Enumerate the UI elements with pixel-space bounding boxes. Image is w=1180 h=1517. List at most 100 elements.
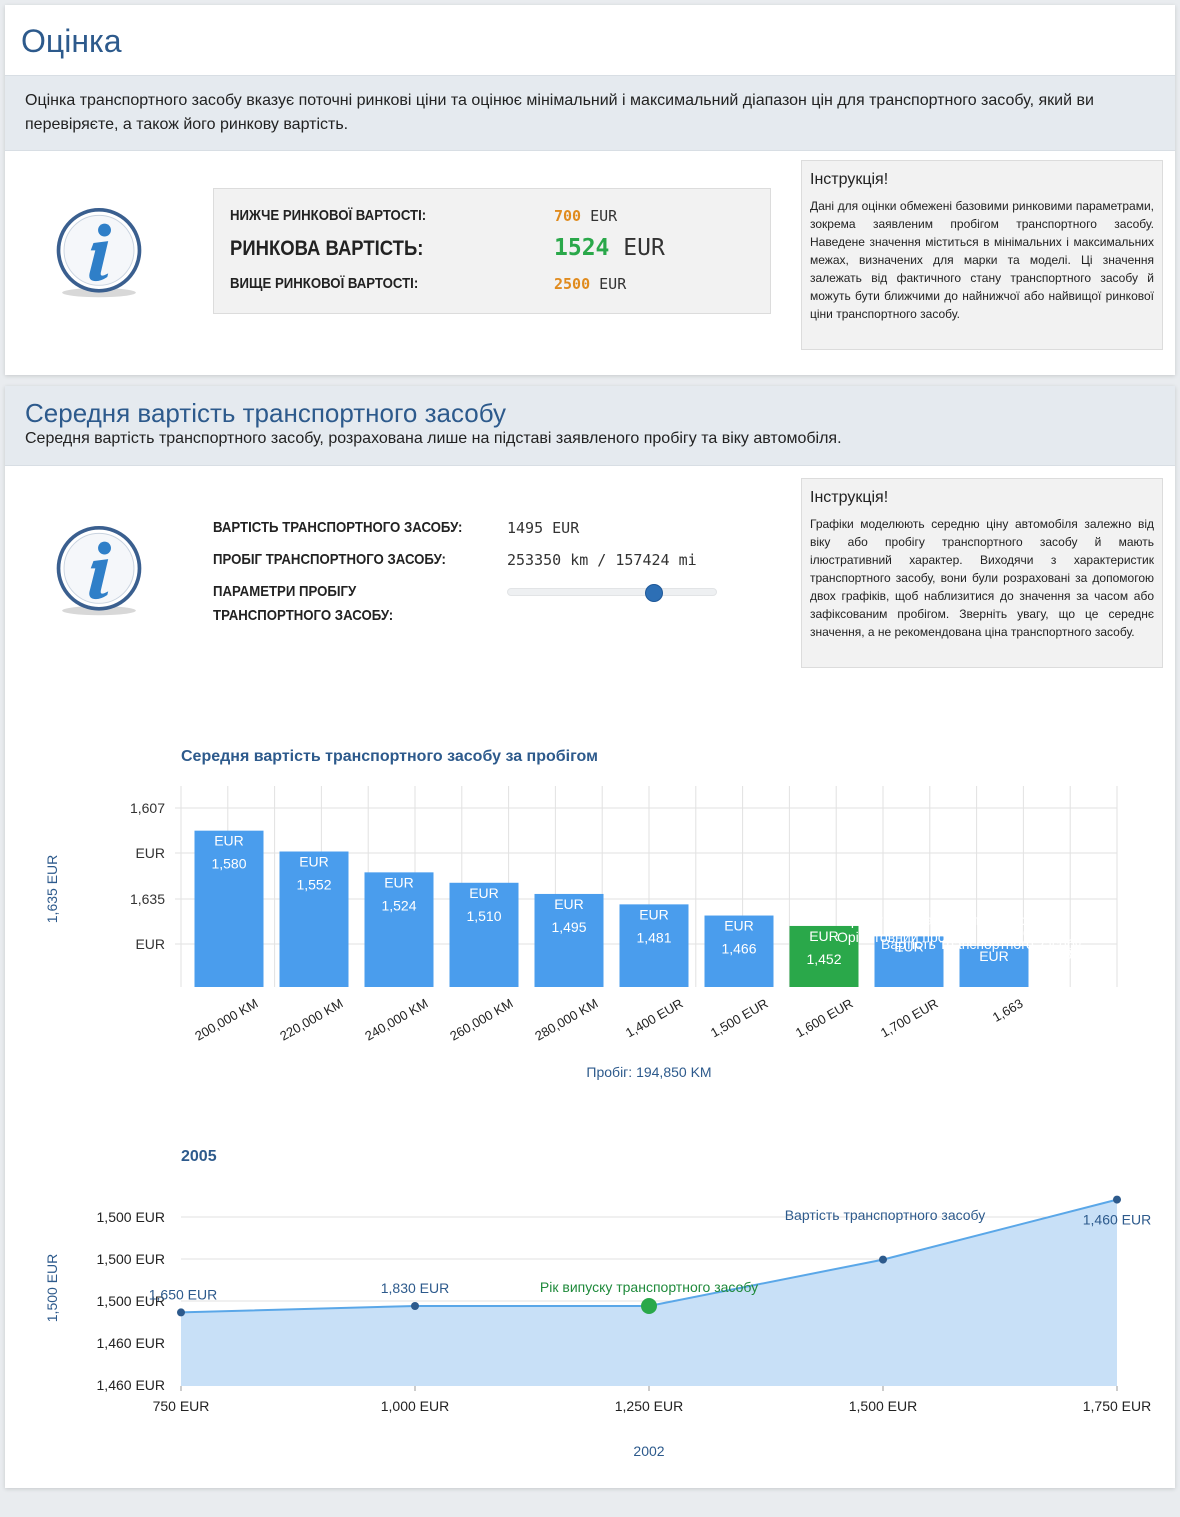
- area-chart-title: 2005: [181, 1148, 217, 1165]
- area-y-tick-label: 1,460 EUR: [97, 1377, 165, 1393]
- bar-x-tick-label: 1,600 EUR: [793, 996, 856, 1041]
- bar-value-label: 1,510: [466, 908, 501, 924]
- area-point[interactable]: [177, 1308, 185, 1317]
- bar[interactable]: [619, 904, 689, 987]
- bar-x-tick-label: 1,500 EUR: [708, 996, 771, 1041]
- area-y-tick-label: 1,500 EUR: [97, 1293, 165, 1309]
- tooltip-mileage: Пробіг: 185,100: [1005, 924, 1105, 940]
- price-box: НИЖЧЕ РИНКОВОЇ ВАРТОСТІ: 700 EUR РИНКОВА…: [213, 188, 771, 314]
- bar-value-label: 1,481: [636, 929, 671, 945]
- area-point-label: 1,830 EUR: [381, 1280, 449, 1296]
- vehicle-value-label: ВАРТІСТЬ ТРАНСПОРТНОГО ЗАСОБУ:: [213, 519, 463, 536]
- info-icon: [56, 526, 142, 616]
- bar[interactable]: [534, 893, 604, 987]
- market-value-label: РИНКОВА ВАРТІСТЬ:: [230, 237, 424, 260]
- bar-unit-label: EUR: [639, 906, 669, 922]
- mileage-slider-track[interactable]: [507, 588, 717, 596]
- bar-unit-label: EUR: [469, 885, 499, 901]
- bar-unit-label: EUR: [809, 928, 839, 944]
- bar[interactable]: [959, 946, 1029, 987]
- bar-unit-label: EUR: [724, 918, 754, 934]
- bar[interactable]: [194, 830, 264, 987]
- instruction-text: Графіки моделюють середню ціну автомобіл…: [810, 517, 1154, 639]
- bar[interactable]: [449, 882, 519, 987]
- bar-y-tick-label: 1,607: [130, 800, 165, 816]
- bar-x-tick-label: 280,000 KM: [532, 996, 600, 1044]
- bar-x-tick-label: 200,000 KM: [192, 996, 260, 1044]
- bar[interactable]: [279, 851, 349, 987]
- bar-value-label: 1,466: [721, 941, 756, 957]
- area-fill: [181, 1199, 1117, 1386]
- area-point[interactable]: [1113, 1195, 1121, 1204]
- instruction-title: Інструкція!: [810, 489, 889, 506]
- evaluation-instruction: Інструкція! Дані для оцінки обмежені баз…: [801, 160, 1163, 350]
- average-title: Середня вартість транспортного засобу: [25, 398, 507, 428]
- bar-x-tick-label: 260,000 KM: [447, 996, 515, 1044]
- bar-unit-label: EUR: [384, 874, 414, 890]
- bar-y-tick-label: 1,635: [130, 891, 165, 907]
- bar-chart-y-label: 1,635 EUR: [44, 855, 60, 923]
- area-chart-x-label: 2002: [633, 1443, 664, 1459]
- area-x-tick-label: 1,250 EUR: [615, 1398, 683, 1414]
- bar-x-tick-label: 220,000 KM: [277, 996, 345, 1044]
- bar-x-tick-label: 1,400 EUR: [623, 996, 686, 1041]
- vehicle-mileage: 253350 km / 157424 mi: [507, 551, 697, 569]
- area-y-tick-label: 1,460 EUR: [97, 1335, 165, 1351]
- area-point-highlight[interactable]: [641, 1298, 657, 1314]
- tooltip-title: Орієнтовна вартість транспортного засобу: [840, 912, 1116, 928]
- area-x-tick-label: 1,500 EUR: [849, 1398, 917, 1414]
- mileage-slider-handle[interactable]: [645, 584, 663, 602]
- area-point[interactable]: [879, 1255, 887, 1264]
- area-x-tick-label: 750 EUR: [153, 1398, 210, 1414]
- average-instruction: Інструкція! Графіки моделюють середню ці…: [801, 478, 1163, 668]
- area-point-label: 1,650 EUR: [149, 1286, 217, 1302]
- bar-y-tick-label: EUR: [135, 936, 165, 952]
- bar-unit-label: EUR: [894, 938, 924, 954]
- bar[interactable]: [704, 915, 774, 987]
- bar-x-tick-label: 240,000 KM: [362, 996, 430, 1044]
- above-market-value: 2500 EUR: [554, 275, 627, 293]
- tooltip-value-label: Вартість транспортного засобу: [881, 936, 1082, 952]
- bar-value-label: 1,495: [551, 919, 586, 935]
- bar[interactable]: [874, 936, 944, 987]
- bar-value-label: 1,524: [381, 897, 416, 913]
- mileage-bar-chart: Середня вартість транспортного засобу за…: [44, 748, 1118, 1080]
- bar-value-label: 1,580: [211, 856, 246, 872]
- below-market-value: 700 EUR: [554, 207, 618, 225]
- bar-unit-label: EUR: [979, 948, 1009, 964]
- bar-x-tick-label: 1,663: [990, 996, 1026, 1025]
- bar-value-label: 1,552: [296, 877, 331, 893]
- area-x-tick-label: 1,750 EUR: [1083, 1398, 1151, 1414]
- bar-chart-title: Середня вартість транспортного засобу за…: [181, 748, 598, 765]
- market-value: 1524 EUR: [554, 235, 665, 261]
- average-header: Середня вартість транспортного засобу Се…: [5, 386, 1175, 466]
- average-value-card: Середня вартість транспортного засобу Се…: [5, 386, 1175, 1488]
- area-annotation: Вартість транспортного засобу: [785, 1207, 986, 1223]
- bar[interactable]: [364, 872, 434, 987]
- bar[interactable]: [789, 925, 859, 987]
- area-chart-y-label: 1,500 EUR: [44, 1254, 60, 1322]
- info-icon: [56, 208, 142, 298]
- below-market-label: НИЖЧЕ РИНКОВОЇ ВАРТОСТІ:: [230, 207, 427, 224]
- bar-y-tick-label: EUR: [135, 845, 165, 861]
- above-market-label: ВИЩЕ РИНКОВОЇ ВАРТОСТІ:: [230, 275, 419, 292]
- bar-value-label: 1,452: [806, 951, 841, 967]
- evaluation-description: Оцінка транспортного засобу вказує поточ…: [5, 75, 1175, 151]
- area-y-tick-label: 1,500 EUR: [97, 1251, 165, 1267]
- area-point[interactable]: [411, 1302, 419, 1310]
- bar-chart-tooltip: Орієнтовна вартість транспортного засобу…: [837, 912, 1116, 962]
- bar-unit-label: EUR: [554, 896, 584, 912]
- area-point-label: 1,460 EUR: [1083, 1212, 1151, 1228]
- tooltip-value: 1,663 EUR: [1037, 946, 1105, 962]
- bar-unit-label: EUR: [214, 833, 244, 849]
- mileage-params-label-2: ТРАНСПОРТНОГО ЗАСОБУ:: [213, 607, 394, 624]
- area-x-tick-label: 1,000 EUR: [381, 1398, 449, 1414]
- mileage-params-label-1: ПАРАМЕТРИ ПРОБІГУ: [213, 583, 357, 600]
- tooltip-mileage-label: Орієнтовний пробіг: [837, 929, 962, 945]
- instruction-text: Дані для оцінки обмежені базовими ринков…: [810, 199, 1154, 321]
- instruction-title: Інструкція!: [810, 171, 889, 188]
- bar-x-tick-label: 1,700 EUR: [878, 996, 941, 1041]
- vehicle-value: 1495 EUR: [507, 519, 580, 537]
- area-highlight-label: Рік випуску транспортного засобу: [540, 1279, 758, 1295]
